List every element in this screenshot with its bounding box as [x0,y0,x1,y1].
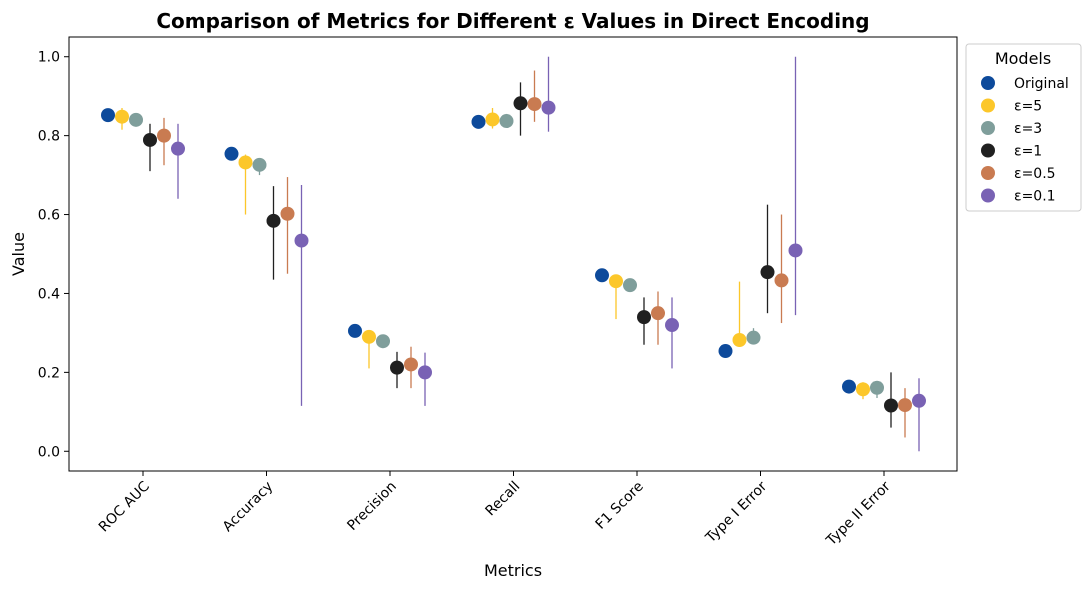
data-point [157,128,171,143]
data-point [541,100,556,115]
data-point [595,268,609,283]
legend-entry: ε=1 [1014,144,1042,160]
plot-area [68,36,958,472]
data-point [390,360,404,375]
data-point [884,398,898,413]
x-tick-label: F1 Score [593,479,647,533]
data-point [266,213,281,228]
y-tick-label: 0.0 [38,444,60,460]
legend-marker [981,166,995,180]
data-point [238,155,253,170]
data-point [760,265,775,280]
legend: Models Original ε=5 ε=3 ε=1 ε=0.5 ε=0.1 [965,43,1082,212]
data-point [485,112,500,127]
data-point [280,206,295,221]
data-point [912,393,926,408]
legend-entry: ε=0.5 [1014,166,1056,182]
x-tick-label: Type II Error [823,478,894,549]
data-point [294,233,309,248]
data-point [527,97,542,112]
data-point [637,310,651,325]
data-point [746,330,761,345]
data-point [718,344,733,359]
legend-marker [981,98,995,113]
data-point [101,108,115,123]
data-point [129,112,143,127]
data-point [609,274,623,289]
data-point [471,114,486,129]
data-point [623,278,637,293]
data-point [115,109,129,124]
data-point [143,132,157,147]
legend-entry: ε=3 [1014,121,1042,137]
y-axis: 0.0 0.2 0.4 0.6 0.8 1.0 [38,50,69,460]
data-point [499,114,514,129]
y-tick-label: 0.4 [38,286,60,302]
x-tick-label: Accuracy [220,479,277,536]
x-tick-label: Recall [482,479,523,520]
data-point [418,365,432,380]
y-tick-label: 1.0 [38,50,60,66]
legend-entry: ε=5 [1014,99,1042,115]
y-tick-label: 0.2 [38,365,60,381]
chart-title: Comparison of Metrics for Different ε Va… [156,9,869,33]
x-axis-label: Metrics [484,561,542,580]
data-point [362,329,376,344]
data-point [513,96,528,111]
x-axis: ROC AUC Accuracy Precision Recall F1 Score Ty… [96,471,894,550]
legend-marker [981,143,995,158]
y-axis-label: Value [9,232,28,276]
data-point [171,141,185,156]
data-point [376,334,390,349]
y-tick-label: 0.6 [38,208,60,224]
data-point [870,380,884,395]
data-point [651,306,665,321]
data-point [732,333,747,348]
x-tick-label: ROC AUC [96,478,153,535]
data-marks [101,56,926,452]
legend-entry: Original [1014,76,1069,92]
data-point [224,146,239,161]
legend-marker [981,121,995,135]
x-tick-label: Precision [344,479,399,534]
legend-marker [981,76,995,90]
data-point [856,382,870,397]
legend-entry: ε=0.1 [1014,189,1056,205]
legend-frame [965,43,1082,212]
data-point [665,318,679,333]
data-point [898,398,912,413]
x-tick-label: Type I Error [702,478,770,546]
data-point [774,273,789,288]
data-point [788,243,803,258]
legend-marker [981,188,995,203]
data-point [404,357,418,372]
data-point [842,379,856,394]
data-point [252,157,267,172]
data-point [348,323,362,338]
y-tick-label: 0.8 [38,129,60,145]
legend-title: Models [995,49,1051,68]
